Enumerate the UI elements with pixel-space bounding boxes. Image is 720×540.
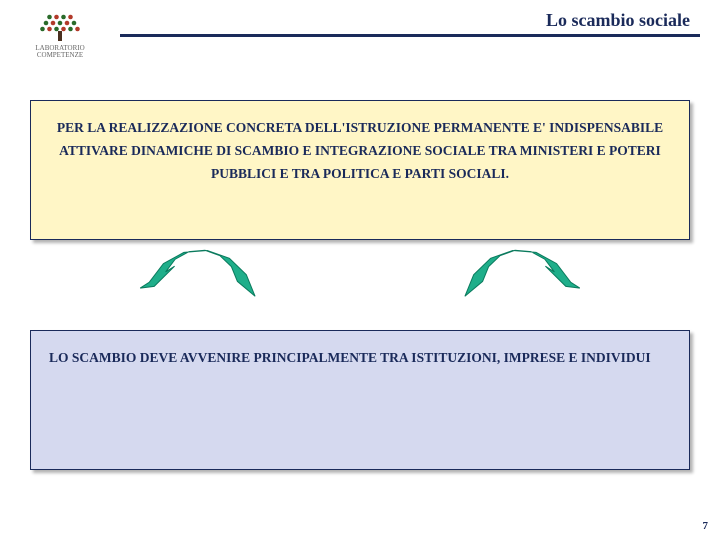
concept-box-top-text: PER LA REALIZZAZIONE CONCRETA DELL'ISTRU…: [57, 120, 663, 181]
logo-line2: COMPETENZE: [35, 52, 84, 59]
logo-tree-icon: [35, 13, 85, 43]
logo-caption: LABORATORIO COMPETENZE: [35, 45, 84, 59]
concept-box-bottom-text: LO SCAMBIO DEVE AVVENIRE PRINCIPALMENTE …: [49, 347, 651, 370]
concept-box-bottom: LO SCAMBIO DEVE AVVENIRE PRINCIPALMENTE …: [30, 330, 690, 470]
slide-header: LABORATORIO COMPETENZE Lo scambio social…: [0, 0, 720, 63]
page-number: 7: [703, 520, 709, 532]
logo: LABORATORIO COMPETENZE: [20, 8, 100, 63]
concept-box-top: PER LA REALIZZAZIONE CONCRETA DELL'ISTRU…: [30, 100, 690, 240]
page-title: Lo scambio sociale: [546, 10, 690, 31]
header-rule: [120, 34, 700, 37]
flow-arrows: [0, 240, 720, 335]
